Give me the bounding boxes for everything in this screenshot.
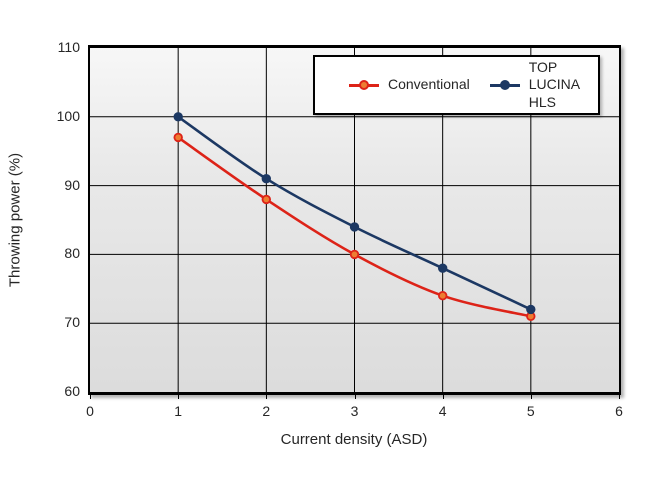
x-tickmark [178,395,180,399]
x-axis-title: Current density (ASD) [280,431,428,448]
x-tick-label: 4 [438,403,447,419]
legend-sample-conventional [349,80,379,91]
x-tickmark [266,395,268,399]
legend-entry-top-lucina-hls: TOP LUCINA HLS [489,58,598,112]
x-tick-label: 6 [615,403,623,419]
legend-label-top-lucina-hls: TOP LUCINA HLS [528,58,580,110]
chart-canvas [90,48,619,392]
x-tickmark [442,395,444,399]
x-tickmark [530,395,532,399]
legend-label-conventional: Conventional [388,76,470,93]
legend-sample-top-lucina-hls [489,80,520,91]
y-tick-label: 100 [56,107,80,124]
x-tickmark [90,395,91,399]
x-tickmark [619,395,620,399]
legend: Conventional TOP LUCINA HLS [313,55,600,115]
x-tick-label: 1 [174,403,183,419]
legend-entry-conventional: Conventional [349,76,470,94]
x-tick-label: 0 [86,403,94,419]
legend-circle-marker-icon [499,80,510,90]
y-tick-label: 90 [64,176,80,193]
x-tickmark [354,395,356,399]
y-tick-label: 110 [57,39,80,55]
x-tick-label: 5 [526,403,535,419]
y-tick-label: 60 [64,383,80,399]
x-tick-label: 3 [350,403,359,419]
y-axis-title: Throwing power (%) [6,152,24,288]
y-tick-label: 80 [64,245,80,262]
legend-circle-marker-icon [359,80,369,90]
x-tick-label: 2 [262,403,271,419]
y-tick-label: 70 [64,314,80,331]
